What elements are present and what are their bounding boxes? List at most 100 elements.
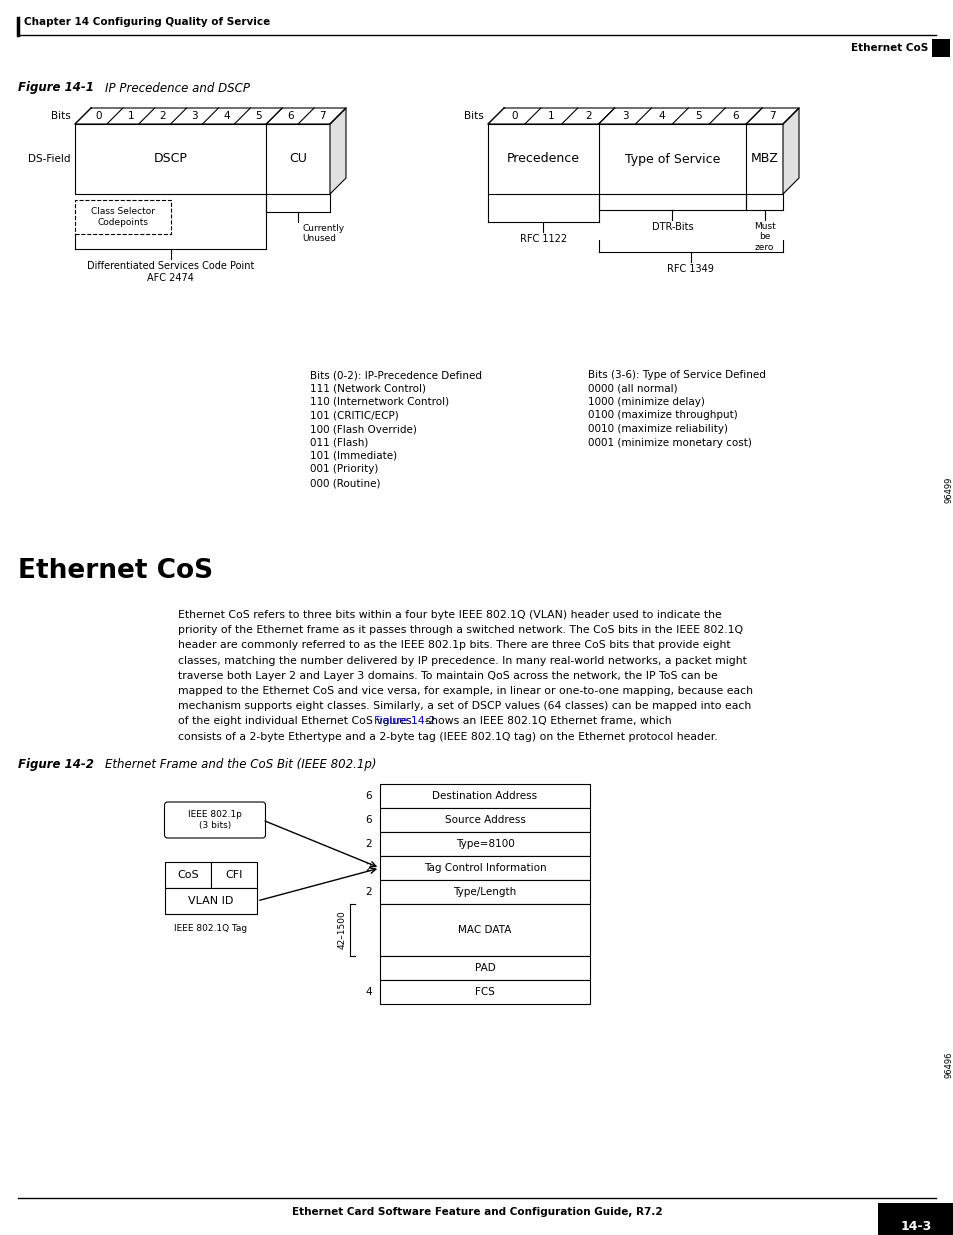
- Text: Tag Control Information: Tag Control Information: [423, 863, 546, 873]
- Text: Type/Length: Type/Length: [453, 887, 517, 897]
- Text: 2: 2: [365, 839, 372, 848]
- Bar: [877, 1203, 953, 1235]
- Text: 101 (CRITIC/ECP): 101 (CRITIC/ECP): [310, 410, 398, 420]
- Text: Bits: Bits: [464, 111, 483, 121]
- Text: 3: 3: [621, 111, 628, 121]
- Polygon shape: [330, 107, 346, 194]
- Bar: [379, 904, 589, 956]
- Text: PAD: PAD: [475, 963, 495, 973]
- Bar: [379, 808, 589, 832]
- Text: Class Selector
Codepoints: Class Selector Codepoints: [91, 207, 154, 227]
- Text: of the eight individual Ethernet CoS values.: of the eight individual Ethernet CoS val…: [178, 716, 418, 726]
- Text: RFC 1349: RFC 1349: [667, 264, 714, 274]
- Text: 14-3: 14-3: [900, 1220, 931, 1233]
- Text: FCS: FCS: [475, 987, 495, 997]
- Text: 1000 (minimize delay): 1000 (minimize delay): [587, 396, 704, 408]
- Text: 42–1500: 42–1500: [337, 910, 347, 950]
- Text: Figure 14-1: Figure 14-1: [18, 82, 93, 95]
- Text: Differentiated Services Code Point
AFC 2474: Differentiated Services Code Point AFC 2…: [87, 261, 254, 283]
- Text: IP Precedence and DSCP: IP Precedence and DSCP: [105, 82, 250, 95]
- Text: 011 (Flash): 011 (Flash): [310, 437, 368, 447]
- Text: 110 (Internetwork Control): 110 (Internetwork Control): [310, 396, 449, 408]
- Bar: [211, 862, 256, 888]
- Text: Bits: Bits: [51, 111, 71, 121]
- Text: CFI: CFI: [225, 869, 242, 881]
- Text: Ethernet CoS: Ethernet CoS: [850, 43, 927, 53]
- Text: 7: 7: [318, 111, 325, 121]
- Text: 1: 1: [547, 111, 554, 121]
- Text: shows an IEEE 802.1Q Ethernet frame, which: shows an IEEE 802.1Q Ethernet frame, whi…: [421, 716, 671, 726]
- Text: 2: 2: [365, 887, 372, 897]
- Text: 100 (Flash Override): 100 (Flash Override): [310, 424, 416, 433]
- Text: DTR-Bits: DTR-Bits: [651, 222, 693, 232]
- Text: 5: 5: [695, 111, 701, 121]
- Text: Ethernet CoS refers to three bits within a four byte IEEE 802.1Q (VLAN) header u: Ethernet CoS refers to three bits within…: [178, 610, 721, 620]
- Text: MAC DATA: MAC DATA: [457, 925, 511, 935]
- Text: 0100 (maximize throughput): 0100 (maximize throughput): [587, 410, 737, 420]
- Text: 6: 6: [287, 111, 294, 121]
- Text: Precedence: Precedence: [506, 152, 579, 165]
- Text: 6: 6: [732, 111, 739, 121]
- Text: 0: 0: [95, 111, 102, 121]
- Bar: [75, 124, 330, 194]
- Text: Figure 14-2: Figure 14-2: [374, 716, 435, 726]
- Text: 1: 1: [128, 111, 134, 121]
- Bar: [379, 784, 589, 808]
- Text: 5: 5: [254, 111, 261, 121]
- Text: Bits (0-2): IP-Precedence Defined: Bits (0-2): IP-Precedence Defined: [310, 370, 481, 380]
- Text: DSCP: DSCP: [153, 152, 188, 165]
- Text: 6: 6: [365, 790, 372, 802]
- Bar: [931, 40, 949, 57]
- Polygon shape: [782, 107, 799, 194]
- Text: Figure 14-2: Figure 14-2: [18, 758, 93, 771]
- Text: MBZ: MBZ: [750, 152, 778, 165]
- Bar: [379, 956, 589, 981]
- Text: Source Address: Source Address: [444, 815, 525, 825]
- Text: 001 (Priority): 001 (Priority): [310, 464, 378, 474]
- Text: 6: 6: [365, 815, 372, 825]
- Text: 0001 (minimize monetary cost): 0001 (minimize monetary cost): [587, 437, 751, 447]
- Bar: [75, 200, 171, 233]
- Text: Type=8100: Type=8100: [456, 839, 514, 848]
- Text: Bits (3-6): Type of Service Defined: Bits (3-6): Type of Service Defined: [587, 370, 765, 380]
- Text: 96499: 96499: [944, 477, 953, 503]
- Text: DS-Field: DS-Field: [29, 154, 71, 164]
- Text: header are commonly referred to as the IEEE 802.1p bits. There are three CoS bit: header are commonly referred to as the I…: [178, 641, 730, 651]
- Polygon shape: [75, 107, 346, 124]
- Text: Chapter 14 Configuring Quality of Service: Chapter 14 Configuring Quality of Servic…: [24, 17, 270, 27]
- Text: mapped to the Ethernet CoS and vice versa, for example, in linear or one-to-one : mapped to the Ethernet CoS and vice vers…: [178, 685, 752, 697]
- Text: Ethernet CoS: Ethernet CoS: [18, 558, 213, 584]
- Text: RFC 1122: RFC 1122: [519, 233, 566, 245]
- Text: 0000 (all normal): 0000 (all normal): [587, 384, 677, 394]
- Text: IEEE 802.1p
(3 bits): IEEE 802.1p (3 bits): [188, 810, 242, 830]
- Bar: [379, 881, 589, 904]
- Text: Currently
Unused: Currently Unused: [302, 224, 344, 243]
- Text: mechanism supports eight classes. Similarly, a set of DSCP values (64 classes) c: mechanism supports eight classes. Simila…: [178, 701, 750, 711]
- FancyBboxPatch shape: [164, 802, 265, 839]
- Text: consists of a 2-byte Ethertype and a 2-byte tag (IEEE 802.1Q tag) on the Etherne: consists of a 2-byte Ethertype and a 2-b…: [178, 731, 717, 741]
- Text: 000 (Routine): 000 (Routine): [310, 478, 380, 488]
- Text: 4: 4: [658, 111, 664, 121]
- Text: 111 (Network Control): 111 (Network Control): [310, 384, 426, 394]
- Text: 2: 2: [365, 863, 372, 873]
- Text: 0: 0: [511, 111, 517, 121]
- Text: 2: 2: [584, 111, 591, 121]
- Text: 0010 (maximize reliability): 0010 (maximize reliability): [587, 424, 727, 433]
- Text: classes, matching the number delivered by IP precedence. In many real-world netw: classes, matching the number delivered b…: [178, 656, 746, 666]
- Text: IEEE 802.1Q Tag: IEEE 802.1Q Tag: [174, 924, 247, 932]
- Text: Ethernet Frame and the CoS Bit (IEEE 802.1p): Ethernet Frame and the CoS Bit (IEEE 802…: [105, 758, 376, 771]
- Text: traverse both Layer 2 and Layer 3 domains. To maintain QoS across the network, t: traverse both Layer 2 and Layer 3 domain…: [178, 671, 717, 680]
- Text: 2: 2: [159, 111, 166, 121]
- Text: 96496: 96496: [944, 1052, 953, 1078]
- Bar: [379, 856, 589, 881]
- Bar: [488, 124, 782, 194]
- Text: 4: 4: [365, 987, 372, 997]
- Text: 101 (Immediate): 101 (Immediate): [310, 451, 396, 461]
- Bar: [165, 862, 211, 888]
- Text: Ethernet Card Software Feature and Configuration Guide, R7.2: Ethernet Card Software Feature and Confi…: [292, 1207, 661, 1216]
- Bar: [379, 832, 589, 856]
- Text: CU: CU: [289, 152, 307, 165]
- Text: 7: 7: [768, 111, 775, 121]
- Text: 3: 3: [191, 111, 197, 121]
- Bar: [165, 888, 256, 914]
